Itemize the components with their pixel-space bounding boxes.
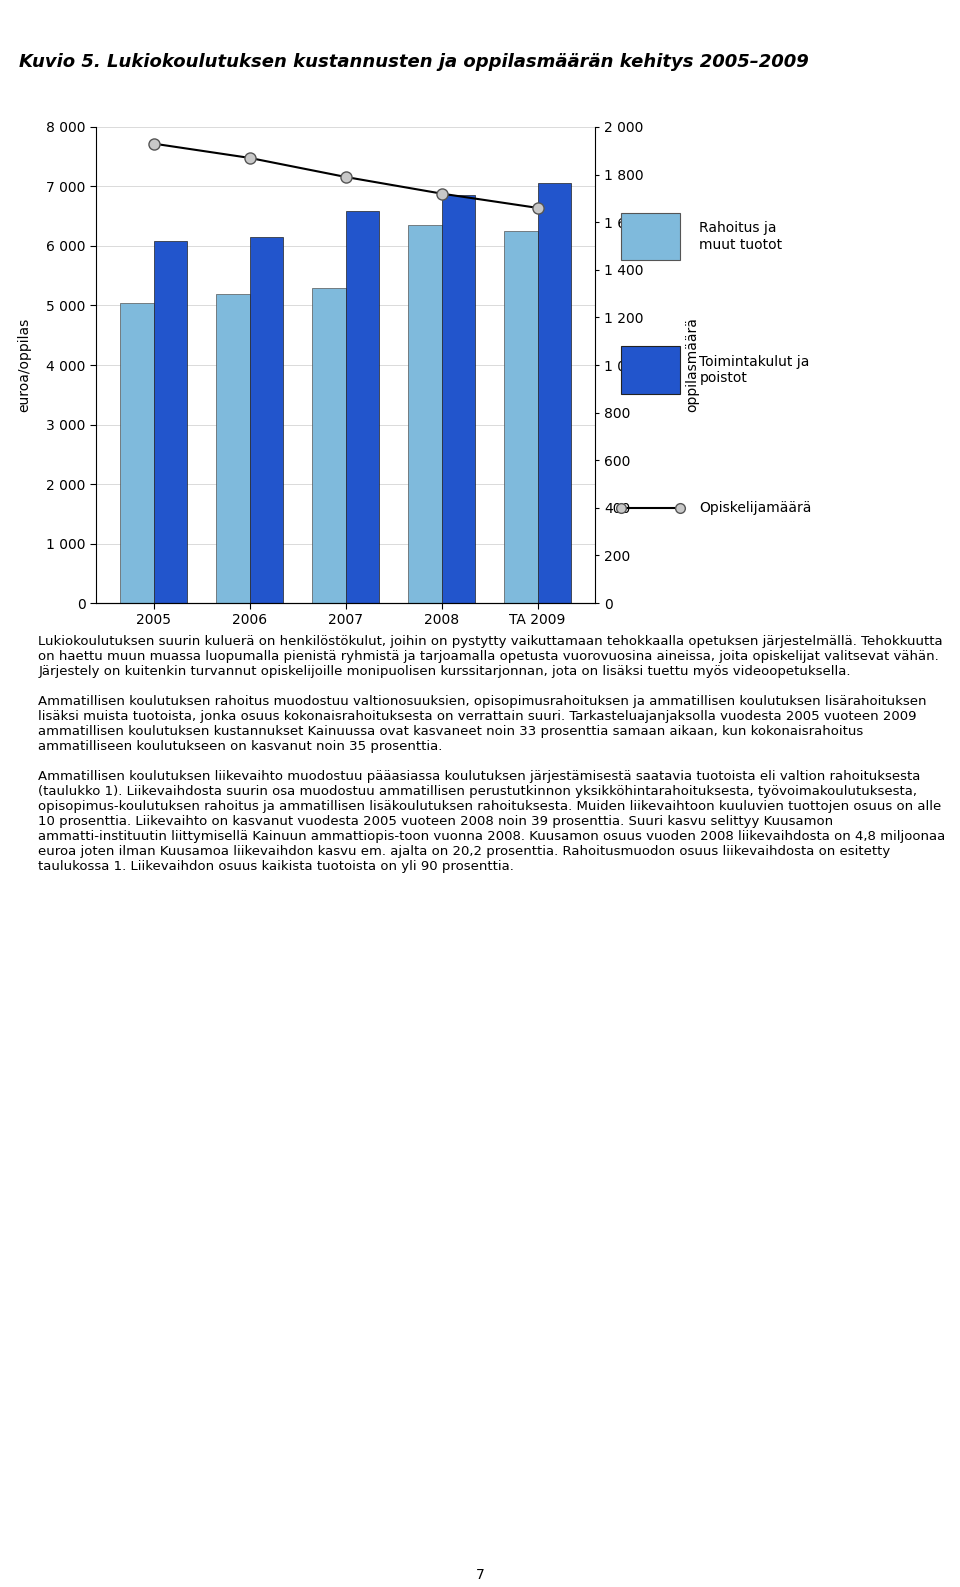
Bar (538, 184, 571, 603)
Text: Kuvio 5. Lukiokoulutuksen kustannusten ja oppilasmäärän kehitys 2005–2009: Kuvio 5. Lukiokoulutuksen kustannusten j… (19, 54, 809, 71)
Bar (120, 303, 154, 603)
FancyBboxPatch shape (621, 346, 680, 394)
Bar (346, 211, 379, 603)
Y-axis label: euroa/oppilas: euroa/oppilas (17, 317, 31, 413)
Bar (250, 236, 283, 603)
Bar (312, 287, 346, 603)
Text: Opiskelijamäärä: Opiskelijamäärä (699, 501, 811, 514)
Text: Toimintakulut ja
poistot: Toimintakulut ja poistot (699, 354, 809, 386)
Bar (504, 232, 538, 603)
FancyBboxPatch shape (621, 213, 680, 260)
Bar (216, 294, 250, 603)
Text: Lukiokoulutuksen suurin kuluerä on henkilöstökulut, joihin on pystytty vaikuttam: Lukiokoulutuksen suurin kuluerä on henki… (38, 635, 946, 873)
Bar (154, 241, 187, 603)
Bar (442, 195, 475, 603)
Y-axis label: oppilasmäärä: oppilasmäärä (685, 317, 699, 413)
Text: 7: 7 (475, 1568, 485, 1582)
Text: Rahoitus ja
muut tuotot: Rahoitus ja muut tuotot (699, 221, 782, 252)
Bar (408, 225, 442, 603)
